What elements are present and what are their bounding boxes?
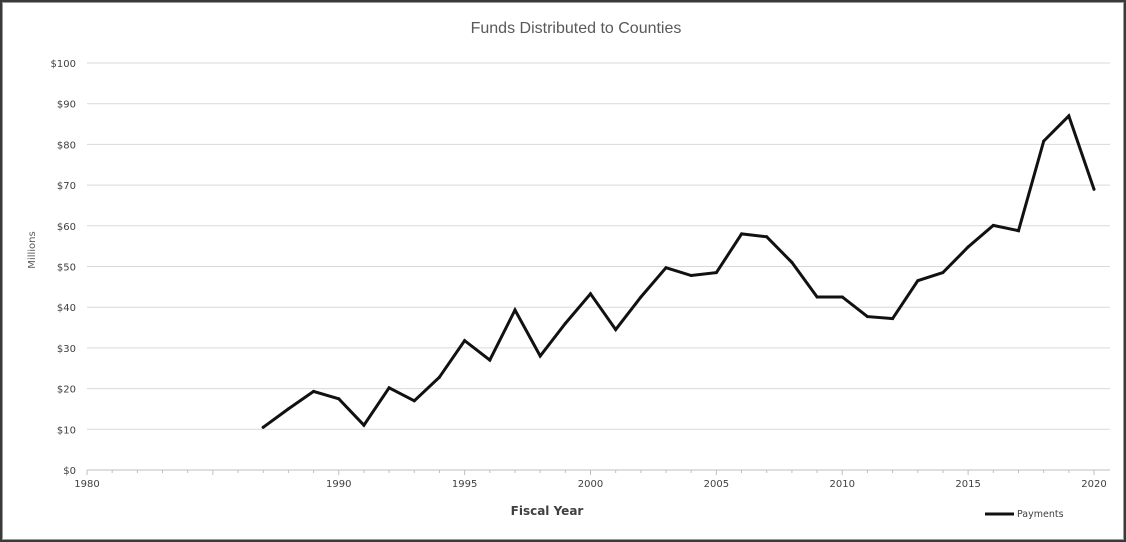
y-tick-label: $20	[57, 385, 76, 396]
x-tick-label: 1980	[74, 479, 99, 490]
data-point	[362, 423, 366, 427]
data-point	[966, 245, 970, 249]
data-point	[1042, 139, 1046, 143]
x-tick-label: 2000	[578, 479, 603, 490]
data-point	[689, 274, 693, 277]
data-point	[513, 308, 517, 312]
data-point	[865, 315, 869, 319]
data-point	[991, 223, 995, 227]
y-tick-label: $80	[57, 140, 76, 151]
data-point	[891, 317, 895, 321]
data-point	[437, 375, 441, 379]
data-point	[664, 266, 668, 270]
data-point	[1017, 229, 1020, 233]
data-point	[1067, 114, 1071, 118]
y-tick-label: $90	[57, 100, 76, 111]
data-point	[463, 339, 467, 343]
data-point	[538, 354, 542, 358]
data-point	[563, 322, 567, 325]
data-point	[412, 399, 416, 403]
data-point	[941, 271, 945, 275]
y-tick-label: $50	[57, 263, 76, 274]
y-tick-label: $70	[57, 181, 76, 192]
x-tick-label: 1990	[326, 479, 351, 490]
data-point	[337, 397, 341, 401]
data-point	[261, 425, 265, 429]
data-point	[286, 407, 290, 411]
y-tick-label: $0	[63, 466, 76, 477]
y-axis-label: Millions	[27, 231, 38, 268]
legend: Payments	[985, 509, 1064, 520]
data-point	[1092, 187, 1096, 191]
data-point	[614, 328, 618, 332]
data-point	[387, 386, 391, 390]
data-point	[740, 232, 744, 236]
data-point	[312, 389, 316, 393]
data-point	[765, 235, 769, 239]
data-point	[714, 271, 718, 275]
x-tick-label: 2015	[955, 479, 980, 490]
gridlines	[87, 62, 1110, 430]
x-tick-label: 1995	[452, 479, 477, 490]
y-tick-label: $10	[57, 425, 76, 436]
x-tick-labels: 1980 1990 1995 2000 2005 2010 2015 2020	[74, 479, 1106, 490]
chart-title: Funds Distributed to Counties	[471, 20, 682, 37]
y-tick-label: $30	[57, 344, 76, 355]
x-tick-label: 2010	[830, 479, 855, 490]
data-point	[790, 260, 794, 264]
y-tick-label: $100	[51, 59, 76, 70]
data-point	[589, 292, 592, 296]
data-point	[840, 295, 844, 299]
x-tick-label: 2005	[704, 479, 729, 490]
series-line-payments	[261, 113, 1096, 429]
data-point	[639, 295, 643, 299]
axes	[86, 469, 1110, 475]
data-point	[815, 295, 819, 299]
x-axis-label: Fiscal Year	[511, 504, 584, 518]
data-point	[488, 358, 492, 362]
x-tick-label: 2020	[1081, 479, 1106, 490]
data-point	[916, 279, 920, 283]
y-tick-label: $40	[57, 303, 76, 314]
legend-label: Payments	[1017, 509, 1064, 520]
y-tick-labels: $0 $10 $20 $30 $40 $50 $60 $70 $80 $90 $100	[51, 59, 76, 477]
data-series	[261, 113, 1096, 429]
y-tick-label: $60	[57, 222, 76, 233]
